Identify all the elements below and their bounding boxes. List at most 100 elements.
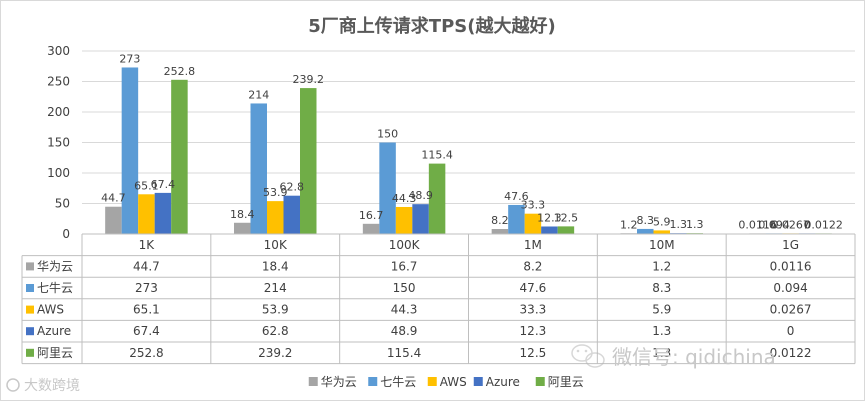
category-label: 1M [524,238,542,252]
logo-icon [6,378,20,392]
bar-value-label: 16.7 [359,209,384,222]
bar-value-label: 0 [804,218,811,231]
legend-label: Azure [486,375,520,389]
table-cell: 8.3 [652,281,671,295]
bar-value-label: 44.7 [101,192,126,205]
bar [283,195,300,234]
bar-value-label: 150 [377,128,398,141]
bar-value-label: 5.9 [653,215,671,228]
y-tick-label: 200 [47,105,70,119]
table-cell: 12.5 [520,346,547,360]
bar [557,226,575,234]
legend-key [427,377,437,386]
category-label: 10K [264,238,288,252]
bars [105,67,832,235]
table-series-label: Azure [37,324,71,338]
bar [508,204,525,234]
y-tick-label: 150 [47,136,70,150]
bar-value-label: 33.3 [521,199,546,212]
bar [300,88,317,234]
table-cell: 0.094 [773,281,807,295]
table-cell: 0.0122 [770,346,812,360]
bar-value-label: 239.2 [293,73,325,86]
bar [491,228,509,234]
table-cell: 273 [135,281,158,295]
logo-text: 大数跨境 [24,378,80,394]
table-cell: 18.4 [262,259,289,273]
bar [428,163,446,234]
bar-value-label: 53.9 [263,186,288,199]
table-legend-key [26,262,34,271]
bar [105,206,122,234]
table-cell: 44.3 [391,303,418,317]
bar [267,201,284,234]
table-cell: 53.9 [262,303,289,317]
table-cell: 47.6 [520,281,547,295]
data-labels: 44.7 273 65.167.4 252.8 18.4 214 53.962.8 239.2… [101,52,843,231]
category-label: 1K [139,238,156,252]
table-series-label: 七牛云 [37,280,73,295]
bar [524,213,542,234]
table-cell: 252.8 [129,346,163,360]
legend-label: AWS [440,375,467,389]
bar-value-label: 252.8 [164,65,196,78]
bar-value-label: 214 [248,88,269,101]
table-cell: 5.9 [652,303,671,317]
bar [637,228,654,234]
table-cell: 0 [787,324,795,338]
category-label: 10M [649,238,675,252]
wechat-watermark: 微信号: qidichina [571,344,776,369]
bar-value-label: 62.8 [280,181,305,194]
legend-key [473,377,483,386]
bar-value-label: 115.4 [421,149,453,162]
table-cell: 0.0116 [770,259,812,273]
bar [250,103,267,235]
bar-value-label: 1.2 [620,218,638,231]
bar-value-label: 0.0116 [738,218,777,231]
bar-value-label: 0.0267 [771,218,810,231]
bar [362,223,380,234]
bar-value-label: 12.3 [537,211,562,224]
table-cell: 44.7 [133,259,160,273]
bar-value-label: 12.5 [554,211,579,224]
data-table: 1K 10K 100K 1M 10M 1G 华为云 44.7 18.4 16.7 8.2 1.2 0.0… [21,233,856,365]
table-legend-key [26,348,34,357]
category-label: 100K [389,238,421,252]
y-tick-label: 250 [47,75,70,89]
bar-value-label: 18.4 [230,208,255,221]
legend-label: 阿里云 [548,375,584,389]
bar [412,204,429,234]
bar [234,222,251,234]
bar-value-label: 273 [119,52,140,65]
bar [653,230,670,234]
table-series-label: 华为云 [37,259,73,273]
bar-value-label: 1.3 [686,218,704,231]
table-cell: 62.8 [262,324,289,338]
bar [121,67,139,234]
bar [541,226,558,234]
chart-title: 5厂商上传请求TPS(越大越好) [308,15,555,37]
bar-value-label: 0.094 [758,218,790,231]
table-series-label: 阿里云 [37,346,73,360]
bar-value-label: 1.3 [670,218,688,231]
table-cell: 48.9 [391,324,418,338]
table-cell: 65.1 [133,303,160,317]
table-cell: 150 [393,281,416,295]
table-legend-key [26,284,34,292]
bar-value-label: 65.1 [134,179,159,192]
table-cell: 16.7 [391,259,418,273]
bar-value-label: 47.6 [504,190,529,203]
legend-key [368,377,378,386]
y-tick-label: 100 [47,166,70,180]
table-cell: 0.0267 [770,303,812,317]
table-cell: 1.2 [652,259,671,273]
bar-value-label: 0.0122 [804,218,843,231]
table-legend-key [26,305,34,314]
bar [395,206,413,234]
y-axis: 0 50 100 150 200 250 300 [47,44,70,241]
bar-value-label: 67.4 [151,178,176,191]
table-cell: 1.3 [652,324,671,338]
table-cell: 239.2 [258,346,292,360]
legend-key [308,377,318,386]
